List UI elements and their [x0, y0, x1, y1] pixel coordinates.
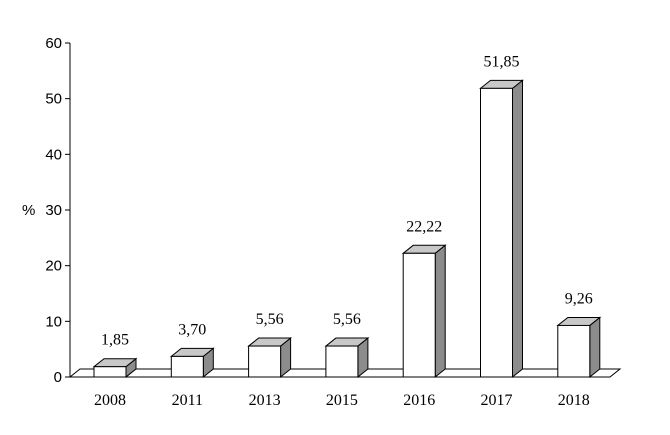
- y-tick-label: 50: [45, 91, 62, 108]
- data-label: 51,85: [484, 53, 520, 70]
- x-tick-label: 2017: [481, 392, 513, 409]
- bar-side: [589, 316, 601, 379]
- x-tick-label: 2018: [558, 392, 590, 409]
- bar-side: [434, 244, 446, 379]
- bar-side: [512, 79, 523, 379]
- bar: [170, 355, 204, 378]
- data-label: 5,56: [256, 311, 284, 328]
- y-tick-label: 60: [45, 35, 62, 52]
- y-tick-label: 30: [45, 202, 62, 219]
- bar: [557, 324, 591, 378]
- data-label: 22,22: [406, 218, 442, 235]
- bar: [325, 345, 359, 378]
- bar: [248, 345, 282, 378]
- x-tick-label: 2016: [403, 392, 435, 409]
- bar: [93, 366, 127, 378]
- bar: [480, 87, 513, 378]
- x-tick-label: 2013: [249, 392, 281, 409]
- data-label: 1,85: [101, 332, 129, 349]
- x-tick-label: 2011: [172, 392, 203, 409]
- data-label: 9,26: [565, 290, 593, 307]
- y-tick-label: 0: [54, 369, 62, 386]
- data-label: 5,56: [333, 311, 361, 328]
- data-label: 3,70: [178, 321, 206, 338]
- y-axis-label: %: [22, 202, 35, 219]
- x-tick-label: 2015: [326, 392, 358, 409]
- y-tick-label: 20: [45, 258, 62, 275]
- bar: [402, 252, 436, 378]
- x-tick-label: 2008: [94, 392, 126, 409]
- y-tick-label: 10: [45, 313, 62, 330]
- y-tick-label: 40: [45, 146, 62, 163]
